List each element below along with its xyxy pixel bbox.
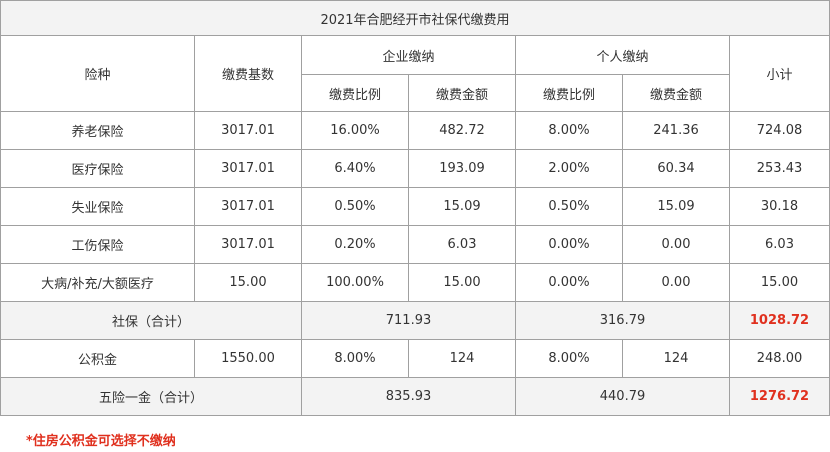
row-personal-ratio: 0.00% <box>515 263 623 302</box>
grand-total-personal: 440.79 <box>515 377 730 416</box>
social-total-label: 社保（合计） <box>0 301 302 340</box>
row-personal-amount: 60.34 <box>622 149 730 188</box>
header-personal-ratio: 缴费比例 <box>515 74 623 112</box>
row-name: 失业保险 <box>0 187 195 226</box>
housing-fund-note: *住房公积金可选择不缴纳 <box>26 434 176 449</box>
grand-total-row: 五险一金（合计） 835.93 440.79 1276.72 <box>0 377 830 416</box>
header-base: 缴费基数 <box>194 35 302 112</box>
row-personal-ratio: 2.00% <box>515 149 623 188</box>
grand-total-label: 五险一金（合计） <box>0 377 302 416</box>
header-personal-amount: 缴费金额 <box>622 74 730 112</box>
row-subtotal: 30.18 <box>729 187 830 226</box>
row-company-ratio: 100.00% <box>301 263 409 302</box>
housing-fund-personal-ratio: 8.00% <box>515 339 623 378</box>
header-row-group: 险种 缴费基数 企业缴纳 个人缴纳 小计 <box>0 35 830 112</box>
social-total-personal: 316.79 <box>515 301 730 340</box>
row-company-amount: 482.72 <box>408 111 516 150</box>
social-security-fee-table: 2021年合肥经开市社保代缴费用 险种 缴费基数 企业缴纳 个人缴纳 小计 缴费… <box>0 0 830 416</box>
table-row: 工伤保险 3017.01 0.20% 6.03 0.00% 0.00 6.03 <box>0 225 830 264</box>
header-insurance-type: 险种 <box>0 35 195 112</box>
row-company-amount: 6.03 <box>408 225 516 264</box>
header-row-sub: 缴费比例 缴费金额 缴费比例 缴费金额 <box>1 74 830 112</box>
table-row: 养老保险 3017.01 16.00% 482.72 8.00% 241.36 … <box>0 111 830 150</box>
row-name: 工伤保险 <box>0 225 195 264</box>
social-total-subtotal: 1028.72 <box>729 301 830 340</box>
row-subtotal: 6.03 <box>729 225 830 264</box>
header-personal-group: 个人缴纳 <box>515 35 730 75</box>
row-company-ratio: 0.20% <box>301 225 409 264</box>
row-name: 医疗保险 <box>0 149 195 188</box>
row-company-amount: 15.09 <box>408 187 516 226</box>
row-subtotal: 253.43 <box>729 149 830 188</box>
row-personal-ratio: 8.00% <box>515 111 623 150</box>
grand-total-company: 835.93 <box>301 377 516 416</box>
row-personal-amount: 241.36 <box>622 111 730 150</box>
header-company-amount: 缴费金额 <box>408 74 516 112</box>
row-base: 3017.01 <box>194 187 302 226</box>
housing-fund-company-amount: 124 <box>408 339 516 378</box>
row-base: 15.00 <box>194 263 302 302</box>
row-base: 3017.01 <box>194 225 302 264</box>
grand-total-subtotal: 1276.72 <box>729 377 830 416</box>
housing-fund-subtotal: 248.00 <box>729 339 830 378</box>
row-personal-ratio: 0.50% <box>515 187 623 226</box>
table-row: 医疗保险 3017.01 6.40% 193.09 2.00% 60.34 25… <box>0 149 830 188</box>
row-company-ratio: 0.50% <box>301 187 409 226</box>
row-personal-amount: 15.09 <box>622 187 730 226</box>
table-row: 大病/补充/大额医疗 15.00 100.00% 15.00 0.00% 0.0… <box>0 263 830 302</box>
housing-fund-row: 公积金 1550.00 8.00% 124 8.00% 124 248.00 <box>0 339 830 378</box>
table-row: 失业保险 3017.01 0.50% 15.09 0.50% 15.09 30.… <box>0 187 830 226</box>
row-company-ratio: 6.40% <box>301 149 409 188</box>
row-name: 大病/补充/大额医疗 <box>0 263 195 302</box>
row-name: 养老保险 <box>0 111 195 150</box>
row-personal-ratio: 0.00% <box>515 225 623 264</box>
header-company-group: 企业缴纳 <box>301 35 516 75</box>
row-company-amount: 15.00 <box>408 263 516 302</box>
header-company-ratio: 缴费比例 <box>301 74 409 112</box>
header-subtotal: 小计 <box>729 35 830 112</box>
row-subtotal: 15.00 <box>729 263 830 302</box>
housing-fund-base: 1550.00 <box>194 339 302 378</box>
row-base: 3017.01 <box>194 149 302 188</box>
table-title: 2021年合肥经开市社保代缴费用 <box>0 0 830 36</box>
row-subtotal: 724.08 <box>729 111 830 150</box>
row-company-amount: 193.09 <box>408 149 516 188</box>
row-company-ratio: 16.00% <box>301 111 409 150</box>
row-base: 3017.01 <box>194 111 302 150</box>
row-personal-amount: 0.00 <box>622 263 730 302</box>
title-row: 2021年合肥经开市社保代缴费用 <box>0 0 830 36</box>
social-total-company: 711.93 <box>301 301 516 340</box>
housing-fund-name: 公积金 <box>0 339 195 378</box>
housing-fund-personal-amount: 124 <box>622 339 730 378</box>
row-personal-amount: 0.00 <box>622 225 730 264</box>
social-total-row: 社保（合计） 711.93 316.79 1028.72 <box>0 301 830 340</box>
housing-fund-company-ratio: 8.00% <box>301 339 409 378</box>
